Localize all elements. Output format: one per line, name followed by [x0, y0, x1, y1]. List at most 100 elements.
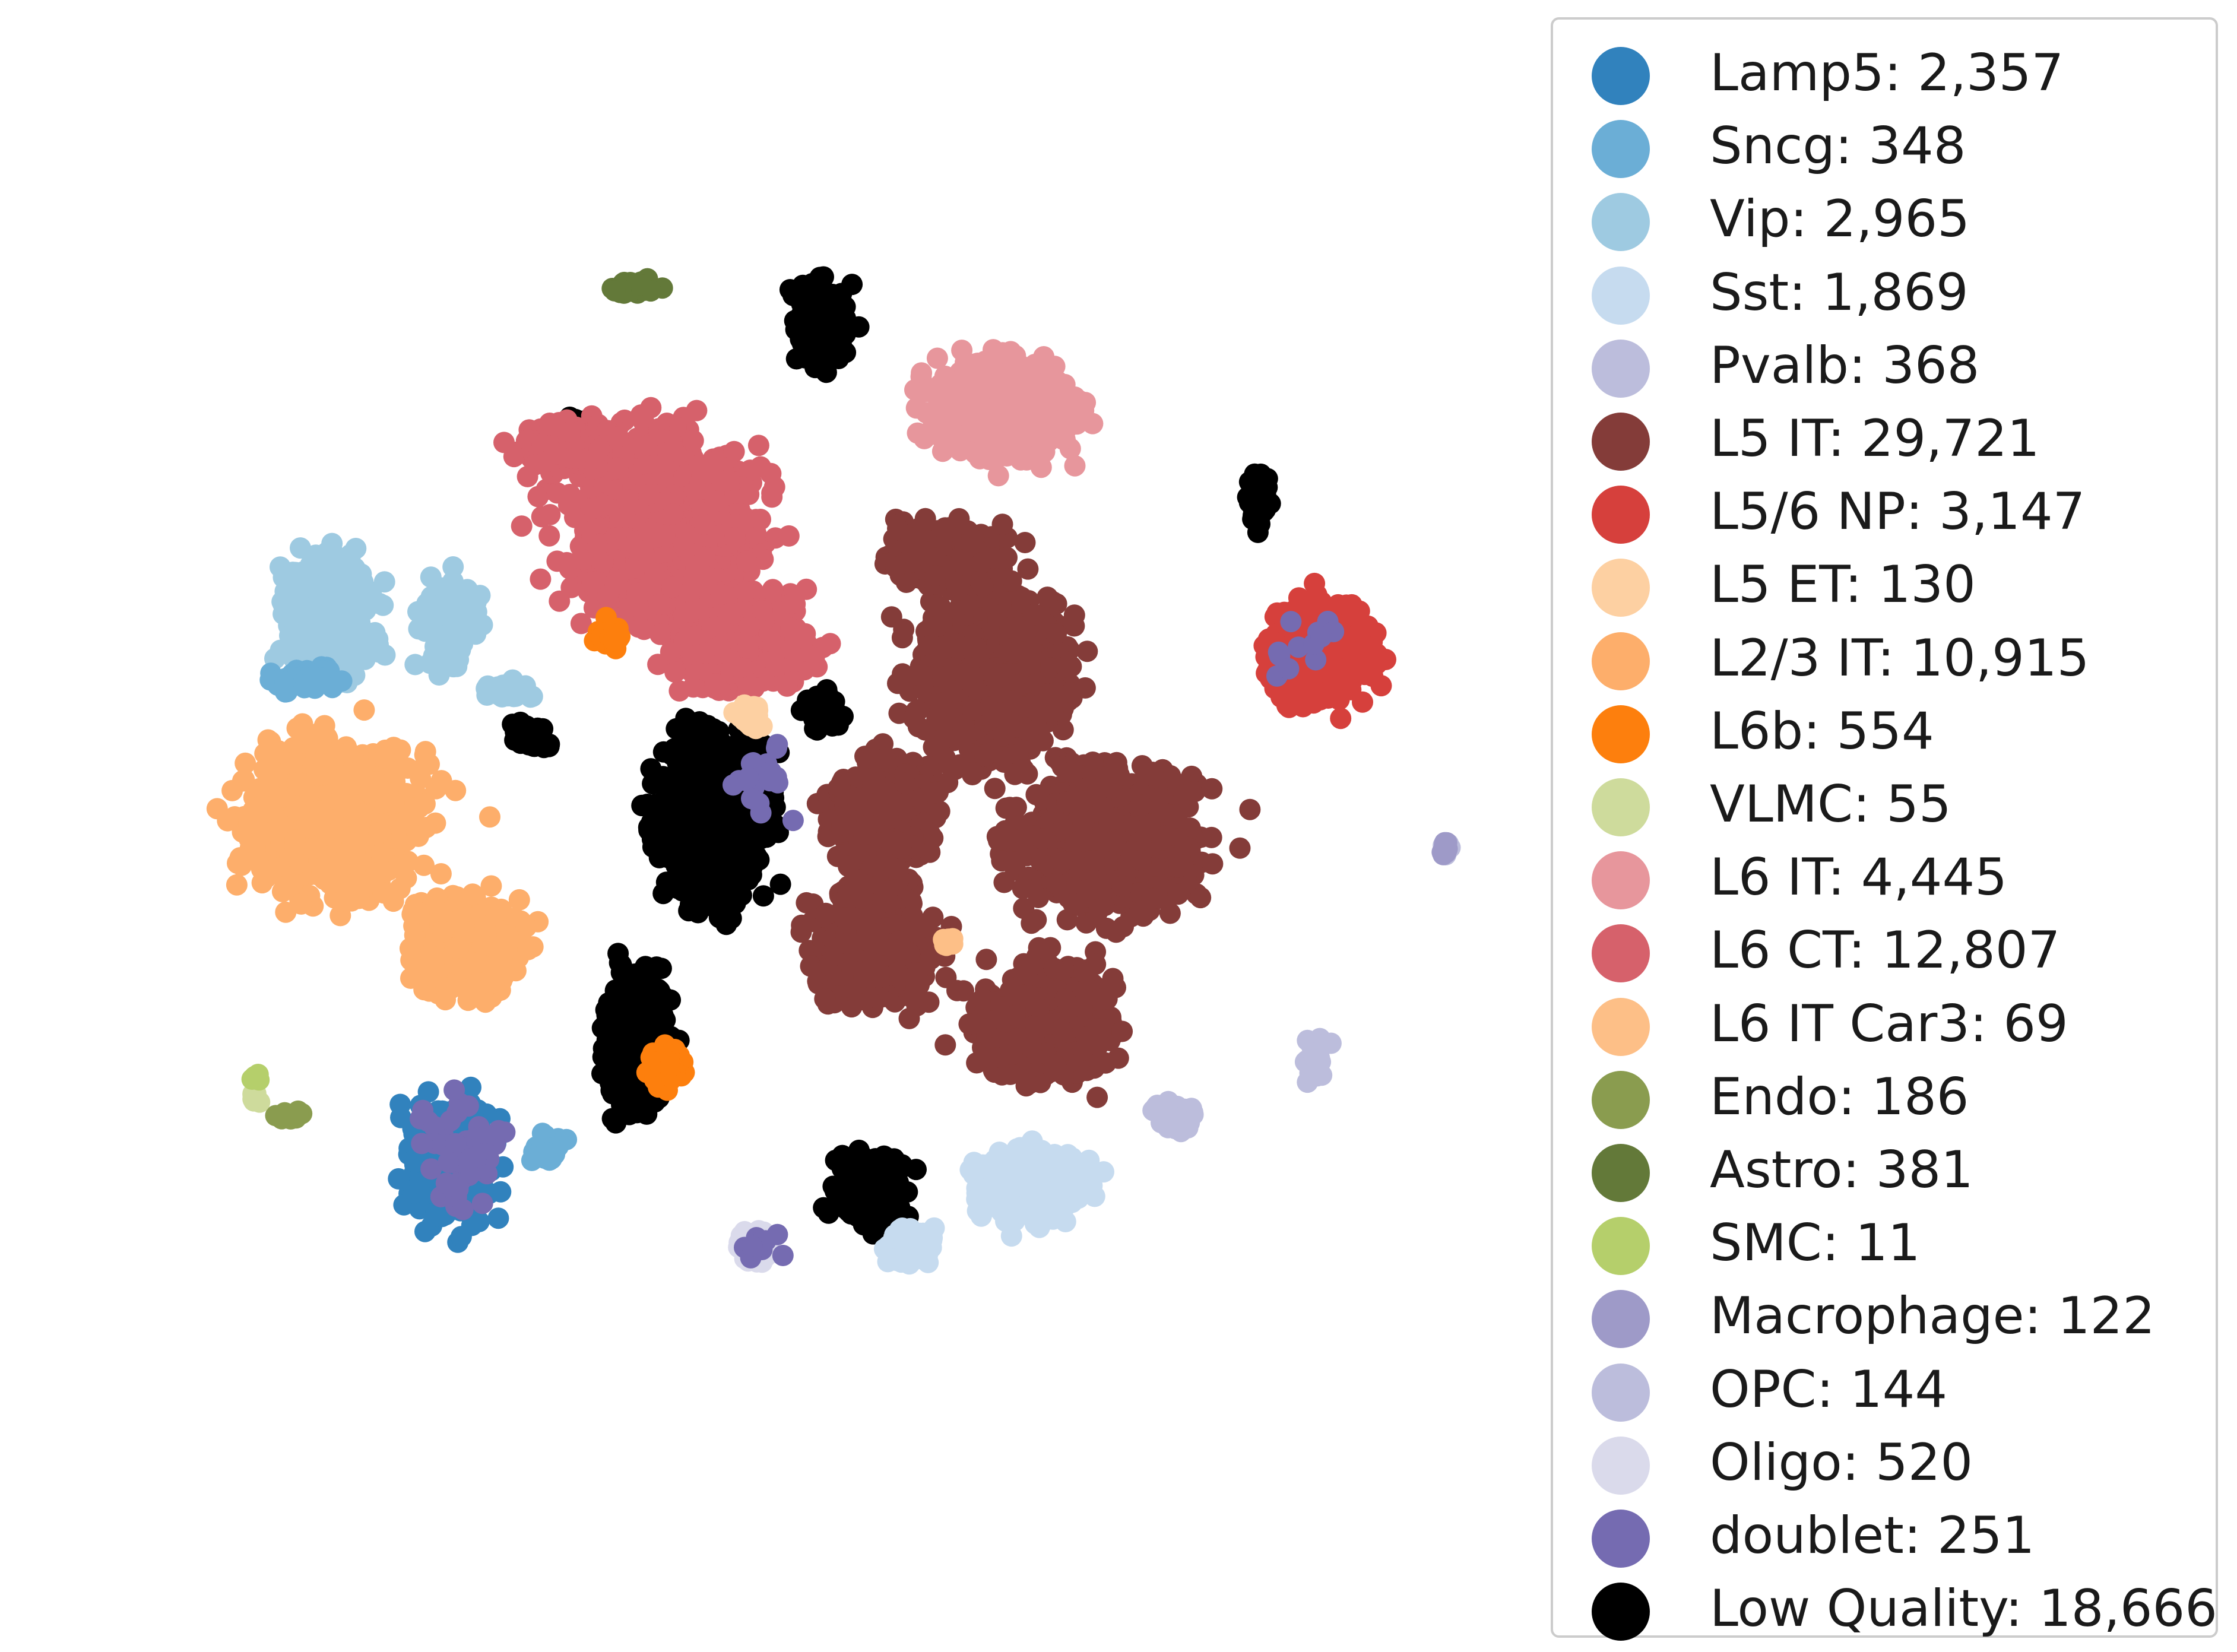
data-point [860, 959, 882, 981]
data-point [1111, 1020, 1133, 1042]
data-point [1083, 850, 1105, 871]
data-point [1013, 759, 1035, 781]
data-point [1015, 696, 1037, 718]
data-point [1166, 807, 1188, 829]
data-point [962, 699, 984, 721]
data-point [1168, 856, 1190, 878]
data-point [1202, 853, 1224, 875]
data-point [1012, 877, 1034, 899]
data-point [1060, 761, 1082, 783]
data-point [982, 547, 1003, 569]
tsne-scatter-plot [206, 266, 1461, 1275]
data-point [1037, 586, 1059, 608]
data-point [955, 668, 977, 690]
data-point [1003, 851, 1025, 873]
data-point [1063, 893, 1084, 915]
data-point [946, 579, 968, 601]
data-point [1045, 873, 1067, 895]
data-point [1072, 1039, 1094, 1061]
data-point [1092, 798, 1114, 820]
data-point [984, 778, 1006, 800]
data-point [1105, 921, 1127, 943]
data-point [1076, 962, 1098, 984]
data-point [991, 513, 1013, 535]
data-point [1105, 976, 1126, 998]
data-point [907, 716, 929, 738]
data-point [923, 782, 945, 804]
data-point [962, 762, 984, 784]
data-point [1051, 1019, 1073, 1041]
data-point [1051, 851, 1073, 873]
data-point [862, 855, 884, 877]
data-point [1054, 988, 1076, 1010]
data-point [975, 949, 997, 971]
data-point [1015, 719, 1037, 741]
data-point [924, 565, 946, 586]
data-point [1056, 791, 1078, 813]
data-point [1130, 794, 1152, 816]
data-point [861, 772, 883, 794]
data-point [858, 814, 879, 836]
scatter-points [206, 266, 1461, 1275]
data-point [877, 804, 899, 826]
data-point [1001, 1044, 1023, 1066]
data-point [893, 619, 915, 640]
data-point [931, 666, 953, 688]
data-point [934, 1034, 956, 1056]
data-point [885, 556, 907, 578]
data-point [1140, 887, 1162, 909]
data-point [1025, 1016, 1047, 1038]
data-point [914, 916, 936, 938]
data-point [1004, 1004, 1026, 1026]
data-point [930, 692, 952, 714]
data-point [846, 789, 868, 811]
data-point [952, 729, 973, 751]
data-point [1088, 899, 1110, 921]
data-point [1021, 912, 1043, 934]
data-point [1167, 883, 1189, 905]
data-point [1013, 984, 1035, 1006]
data-point [1101, 777, 1123, 799]
data-point [882, 938, 904, 960]
data-point [894, 772, 916, 794]
data-point [1045, 623, 1067, 645]
data-point [887, 518, 908, 540]
data-point [1019, 825, 1041, 846]
data-point [1063, 604, 1085, 626]
data-point [890, 838, 912, 860]
data-point [1043, 957, 1065, 979]
data-point [972, 575, 994, 597]
data-point [829, 775, 851, 797]
data-point [886, 962, 908, 984]
data-point [999, 797, 1021, 819]
data-point [854, 928, 876, 950]
data-point [946, 979, 968, 1001]
data-point [814, 988, 836, 1010]
data-point [1014, 532, 1036, 553]
data-point [1061, 681, 1083, 703]
data-point [934, 517, 956, 539]
data-point [975, 1018, 997, 1040]
data-point [1201, 778, 1223, 800]
data-point [1052, 817, 1074, 839]
data-point [1111, 876, 1133, 898]
data-point [1044, 1054, 1066, 1076]
data-point [994, 820, 1016, 842]
data-point [1021, 1036, 1043, 1058]
data-point [1239, 798, 1261, 820]
data-point [972, 988, 994, 1010]
data-point [958, 635, 980, 657]
data-point [874, 747, 896, 769]
data-point [1102, 830, 1124, 852]
data-point [929, 800, 950, 822]
data-point [1017, 558, 1039, 580]
data-point [877, 880, 898, 902]
data-point [836, 933, 857, 955]
data-point [996, 713, 1018, 735]
data-point [1055, 656, 1077, 678]
data-point [950, 549, 972, 571]
data-point [1021, 955, 1043, 976]
data-point [993, 871, 1015, 893]
data-point [987, 667, 1009, 689]
data-point [1190, 887, 1212, 909]
